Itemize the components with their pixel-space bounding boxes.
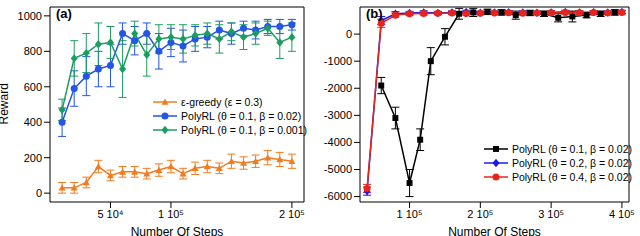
- svg-text:Number Of Steps: Number Of Steps: [448, 225, 541, 236]
- svg-text:Reward: Reward: [8, 83, 11, 124]
- svg-text:Number Of Steps: Number Of Steps: [131, 225, 224, 236]
- html-text:PolyRL (θ = 0.1, β = 0.02): PolyRL (θ = 0.1, β = 0.02): [181, 110, 302, 122]
- html-text:(a): (a): [56, 6, 72, 21]
- svg-text:-5000: -5000: [324, 163, 352, 175]
- svg-text:400: 400: [24, 116, 42, 128]
- svg-text:2 10⁵: 2 10⁵: [279, 208, 305, 220]
- svg-text:600: 600: [24, 81, 42, 93]
- svg-text:2 10⁵: 2 10⁵: [467, 208, 493, 220]
- svg-text:-4000: -4000: [324, 136, 352, 148]
- html-text:ε-greedy (ε = 0.3): ε-greedy (ε = 0.3): [181, 96, 263, 108]
- svg-text:200: 200: [24, 152, 42, 164]
- html-text:PolyRL (θ = 0.4, β = 0.02): PolyRL (θ = 0.4, β = 0.02): [511, 171, 632, 183]
- svg-text:0: 0: [36, 187, 42, 199]
- svg-text:-3000: -3000: [324, 109, 352, 121]
- html-text:PolyRL (θ = 0.2, β = 0.02): PolyRL (θ = 0.2, β = 0.02): [511, 157, 632, 169]
- svg-text:3 10⁵: 3 10⁵: [538, 208, 564, 220]
- svg-text:1 10⁵: 1 10⁵: [158, 208, 184, 220]
- svg-text:-1000: -1000: [324, 55, 352, 67]
- svg-text:-6000: -6000: [324, 190, 352, 202]
- svg-text:800: 800: [24, 45, 42, 57]
- svg-text:5 10⁴: 5 10⁴: [97, 208, 123, 220]
- svg-text:1000: 1000: [18, 10, 42, 22]
- svg-text:0: 0: [346, 28, 352, 40]
- html-text:(b): (b): [366, 6, 383, 21]
- svg-text:4 10⁵: 4 10⁵: [609, 208, 632, 220]
- html-text:PolyRL (θ = 0.1, β = 0.02): PolyRL (θ = 0.1, β = 0.02): [511, 143, 632, 155]
- svg-text:1 10⁵: 1 10⁵: [397, 208, 423, 220]
- svg-text:-2000: -2000: [324, 82, 352, 94]
- html-text:PolyRL (θ = 0.1, β = 0.001): PolyRL (θ = 0.1, β = 0.001): [181, 124, 307, 136]
